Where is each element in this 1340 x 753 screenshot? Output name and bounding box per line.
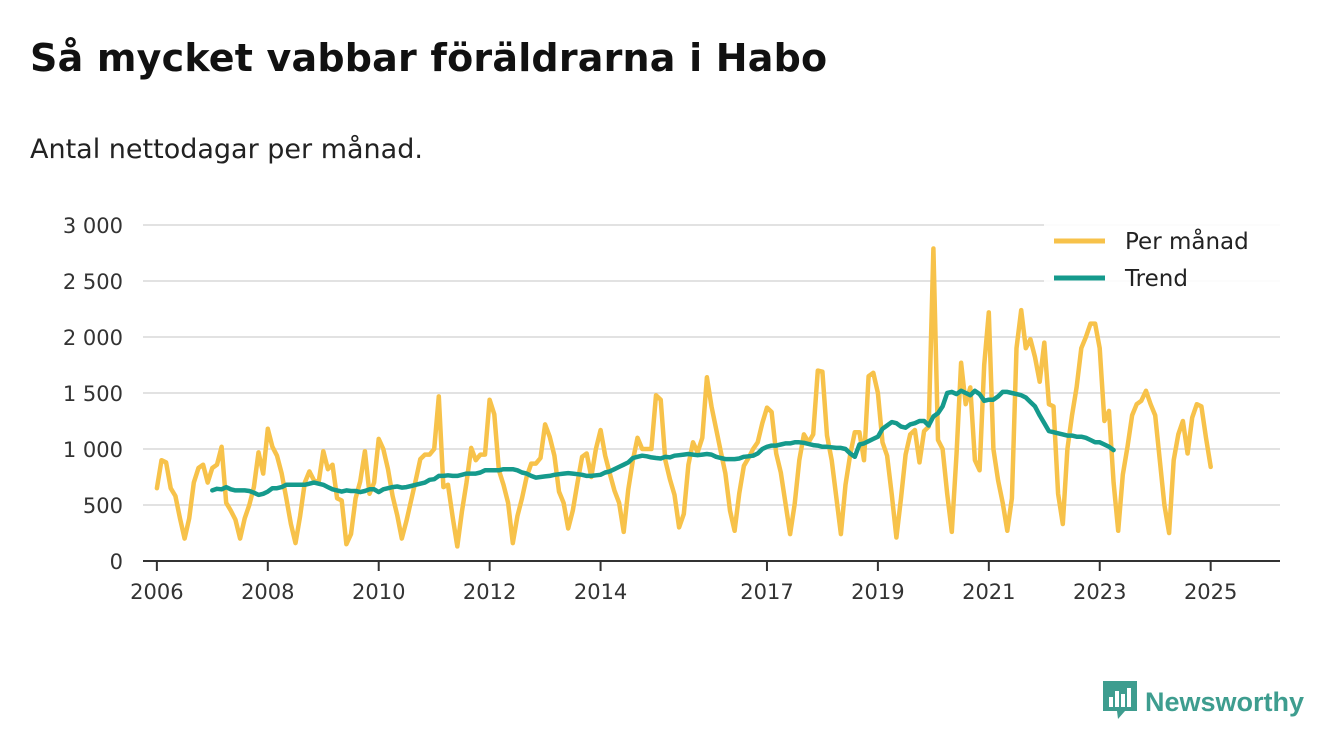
chart-title: Så mycket vabbar föräldrarna i Habo: [30, 36, 828, 80]
series-line-trend: [210, 388, 1116, 498]
legend: Per månad Trend: [1044, 221, 1280, 292]
x-tick-label: 2014: [574, 580, 627, 604]
y-tick-label: 500: [83, 494, 123, 518]
x-tick-label: 2006: [130, 580, 183, 604]
brand-logo: Newsworthy: [1103, 681, 1305, 723]
x-tick-label: 2021: [962, 580, 1015, 604]
x-tick-label: 2010: [352, 580, 405, 604]
y-axis-tick-labels: 0 500 1 000 1 500 2 000 2 500 3 000: [63, 214, 123, 574]
series-lines: [154, 246, 1213, 549]
y-tick-label: 1 000: [63, 438, 123, 462]
x-tick-label: 2017: [740, 580, 793, 604]
y-tick-label: 2 500: [63, 270, 123, 294]
bar-chart-speech-bubble-icon: [1103, 681, 1137, 723]
x-tick-label: 2012: [463, 580, 516, 604]
brand-name: Newsworthy: [1145, 686, 1305, 717]
x-tick-label: 2025: [1184, 580, 1237, 604]
x-tick-label: 2023: [1073, 580, 1126, 604]
series-line-per-manad: [154, 246, 1213, 549]
chart-subtitle: Antal nettodagar per månad.: [30, 134, 423, 165]
y-tick-label: 3 000: [63, 214, 123, 238]
x-axis: 2006 2008 2010 2012 2014 2017 2019 2021 2023 2025: [130, 560, 1280, 604]
x-tick-label: 2008: [241, 580, 294, 604]
y-tick-label: 0: [110, 550, 123, 574]
y-tick-label: 2 000: [63, 326, 123, 350]
legend-label-per-manad: Per månad: [1125, 227, 1249, 255]
legend-label-trend: Trend: [1124, 266, 1188, 292]
x-tick-label: 2019: [851, 580, 904, 604]
y-tick-label: 1 500: [63, 382, 123, 406]
